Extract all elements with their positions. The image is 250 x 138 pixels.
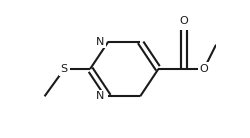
Text: O: O — [200, 64, 208, 74]
Text: O: O — [180, 17, 188, 26]
Text: S: S — [61, 64, 68, 74]
Text: N: N — [96, 37, 104, 47]
Text: N: N — [96, 91, 104, 101]
